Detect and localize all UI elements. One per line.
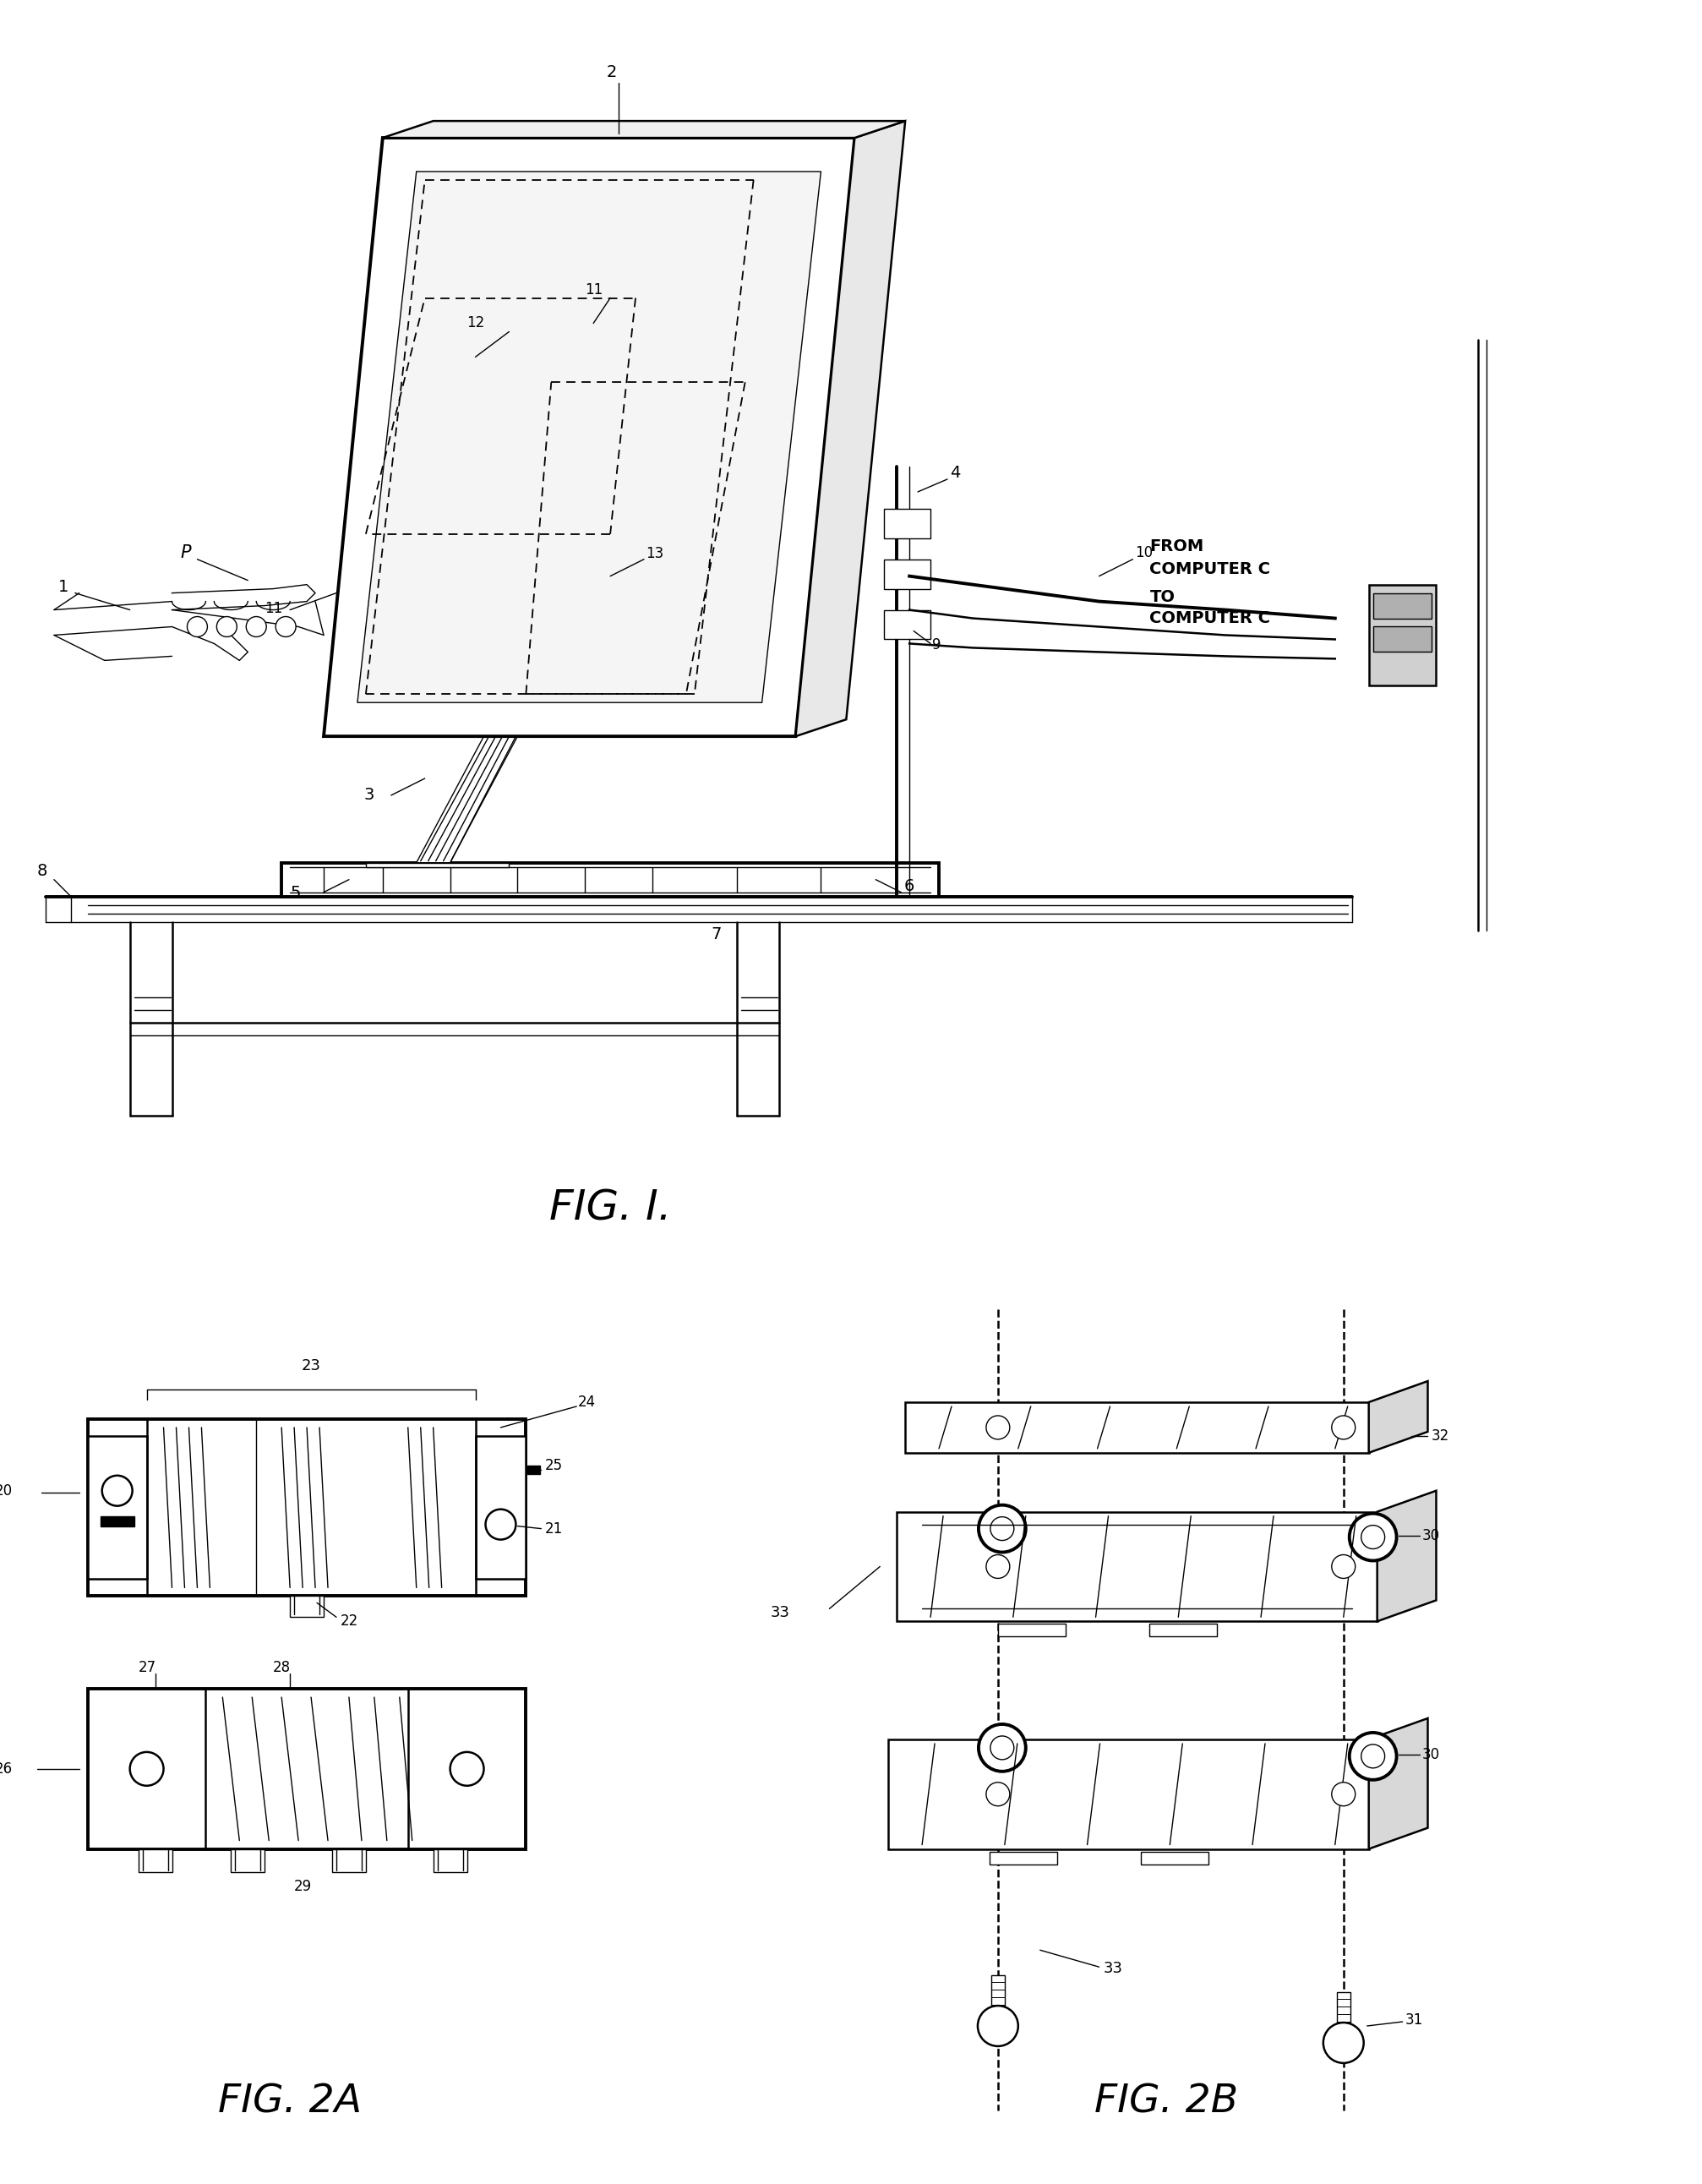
Polygon shape [1368, 1380, 1428, 1452]
Text: 1: 1 [58, 579, 68, 594]
Text: FROM: FROM [1149, 539, 1203, 555]
Text: FIG. I.: FIG. I. [550, 1188, 671, 1230]
Circle shape [187, 616, 208, 638]
Bar [89, 1420, 526, 1597]
Bar [883, 509, 931, 537]
Circle shape [1362, 1524, 1385, 1548]
Circle shape [216, 616, 237, 638]
Circle shape [449, 1752, 483, 1787]
Bar [100, 1516, 134, 1527]
Text: 33: 33 [771, 1605, 790, 1621]
Text: P: P [180, 544, 191, 561]
Text: 32: 32 [1431, 1428, 1448, 1444]
Bar [1149, 1625, 1217, 1636]
Circle shape [991, 1518, 1014, 1540]
Text: TO: TO [1149, 590, 1174, 605]
Text: FIG. 2A: FIG. 2A [218, 2084, 363, 2121]
Text: 2: 2 [608, 63, 618, 81]
Circle shape [1350, 1732, 1397, 1780]
Polygon shape [1368, 1719, 1428, 1850]
Bar [1374, 627, 1431, 653]
Bar [231, 1850, 266, 1872]
Text: 23: 23 [301, 1358, 320, 1374]
Text: 31: 31 [1406, 2011, 1423, 2027]
Bar [1142, 1852, 1208, 1865]
Text: 8: 8 [37, 863, 48, 880]
Text: 25: 25 [545, 1457, 562, 1472]
Bar [89, 1435, 146, 1579]
Text: 30: 30 [1421, 1747, 1440, 1762]
Circle shape [1331, 1782, 1355, 1806]
Polygon shape [905, 1402, 1368, 1452]
Text: 5: 5 [289, 885, 301, 902]
Text: 4: 4 [950, 465, 960, 480]
Polygon shape [383, 120, 905, 138]
Text: 24: 24 [579, 1396, 596, 1411]
Text: 9: 9 [933, 638, 941, 653]
Bar [289, 1597, 323, 1616]
Circle shape [1331, 1555, 1355, 1579]
Circle shape [991, 1736, 1014, 1760]
Bar [89, 1688, 526, 1850]
Bar [332, 1850, 366, 1872]
Polygon shape [888, 1738, 1368, 1850]
Text: 21: 21 [545, 1520, 562, 1535]
Bar [281, 863, 940, 895]
Bar [1374, 594, 1431, 618]
Text: COMPUTER C: COMPUTER C [1149, 561, 1270, 577]
Circle shape [979, 1723, 1026, 1771]
Text: 28: 28 [272, 1660, 291, 1675]
Bar [883, 609, 931, 640]
Text: 29: 29 [294, 1878, 311, 1894]
Polygon shape [323, 138, 854, 736]
Text: 3: 3 [364, 786, 374, 804]
Polygon shape [795, 120, 905, 736]
Bar [989, 1852, 1057, 1865]
Bar [991, 1974, 1004, 2022]
Polygon shape [897, 1511, 1377, 1621]
Circle shape [485, 1509, 516, 1540]
Circle shape [979, 1505, 1026, 1553]
Bar [883, 559, 931, 590]
Text: 27: 27 [138, 1660, 157, 1675]
Text: 33: 33 [1103, 1961, 1123, 1977]
Text: 6: 6 [904, 878, 914, 895]
Text: 26: 26 [0, 1760, 14, 1776]
Text: COMPUTER C: COMPUTER C [1149, 609, 1270, 627]
Circle shape [129, 1752, 163, 1787]
Text: 7: 7 [711, 926, 722, 943]
Polygon shape [357, 173, 820, 703]
Text: 30: 30 [1421, 1529, 1440, 1542]
Bar [1368, 585, 1436, 686]
Text: 22: 22 [340, 1614, 359, 1629]
Circle shape [977, 2005, 1018, 2046]
Text: 13: 13 [645, 546, 664, 561]
Polygon shape [366, 863, 509, 867]
Bar [434, 1850, 466, 1872]
Bar [528, 1465, 540, 1474]
Circle shape [985, 1555, 1009, 1579]
Circle shape [1350, 1514, 1397, 1562]
Circle shape [276, 616, 296, 638]
Bar [475, 1435, 526, 1579]
Bar [997, 1625, 1065, 1636]
Circle shape [1331, 1415, 1355, 1439]
Text: FIG. 2B: FIG. 2B [1094, 2084, 1239, 2121]
Text: 20: 20 [0, 1483, 14, 1498]
Circle shape [102, 1476, 133, 1507]
Text: 11: 11 [585, 282, 603, 297]
Text: 10: 10 [1135, 546, 1154, 559]
Bar [1336, 1992, 1350, 2038]
Circle shape [1322, 2022, 1363, 2064]
Text: 11: 11 [266, 601, 283, 616]
Circle shape [1362, 1745, 1385, 1769]
Circle shape [985, 1415, 1009, 1439]
Polygon shape [1377, 1492, 1436, 1621]
Circle shape [247, 616, 267, 638]
Bar [138, 1850, 172, 1872]
Text: 12: 12 [466, 317, 485, 330]
Polygon shape [417, 736, 517, 863]
Circle shape [985, 1782, 1009, 1806]
